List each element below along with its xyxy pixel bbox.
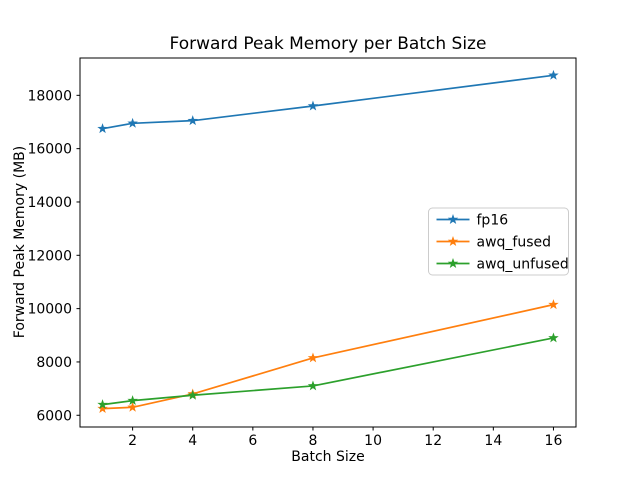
data-point-marker bbox=[307, 380, 319, 391]
data-point-marker bbox=[307, 352, 319, 363]
data-point-marker bbox=[187, 115, 198, 126]
data-point-marker bbox=[127, 117, 138, 128]
legend-label: awq_fused bbox=[477, 235, 552, 251]
y-tick-label: 16000 bbox=[27, 142, 72, 158]
x-axis-label: Batch Size bbox=[291, 449, 365, 465]
series-line-fp16 bbox=[102, 74, 554, 130]
legend: fp16 awq_fused awq_unfused bbox=[428, 207, 569, 276]
y-tick-label: 10000 bbox=[27, 302, 72, 318]
data-point-marker bbox=[548, 332, 559, 343]
data-point-marker bbox=[187, 389, 198, 400]
x-tick-label: 10 bbox=[364, 433, 382, 449]
data-point-marker bbox=[97, 403, 108, 414]
x-tick-label: 2 bbox=[128, 433, 137, 449]
legend-entry: awq_fused bbox=[436, 235, 552, 251]
data-point-marker bbox=[548, 69, 559, 80]
y-tick-label: 8000 bbox=[36, 355, 72, 371]
legend-label: fp16 bbox=[477, 213, 509, 229]
data-point-marker bbox=[127, 401, 138, 412]
legend-marker bbox=[447, 258, 459, 268]
x-tick-label: 8 bbox=[309, 433, 318, 449]
series-line-awq_unfused bbox=[102, 337, 554, 406]
legend-label: awq_unfused bbox=[477, 257, 569, 273]
y-tick-label: 18000 bbox=[27, 88, 72, 104]
y-tick-label: 12000 bbox=[27, 248, 72, 264]
y-tick-label: 6000 bbox=[36, 408, 72, 424]
x-tick-label: 4 bbox=[188, 433, 197, 449]
legend-entry: fp16 bbox=[436, 213, 509, 229]
x-tick-label: 12 bbox=[424, 433, 442, 449]
x-tick-label: 6 bbox=[248, 433, 257, 449]
data-point-marker bbox=[127, 395, 138, 406]
data-point-marker bbox=[548, 299, 559, 310]
legend-marker bbox=[447, 214, 459, 224]
legend-marker bbox=[447, 236, 459, 246]
chart-title: Forward Peak Memory per Batch Size bbox=[169, 34, 487, 54]
data-point-marker bbox=[97, 123, 108, 134]
x-tick-label: 14 bbox=[484, 433, 502, 449]
plot-border bbox=[79, 57, 577, 428]
legend-entry: awq_unfused bbox=[436, 257, 569, 273]
data-point-marker bbox=[97, 399, 108, 410]
x-tick-label: 16 bbox=[545, 433, 563, 449]
y-axis-label: Forward Peak Memory (MB) bbox=[12, 145, 28, 339]
data-point-marker bbox=[307, 100, 319, 111]
series-line-awq_fused bbox=[102, 303, 554, 410]
y-tick-label: 14000 bbox=[27, 195, 72, 211]
legend-box bbox=[428, 207, 569, 276]
